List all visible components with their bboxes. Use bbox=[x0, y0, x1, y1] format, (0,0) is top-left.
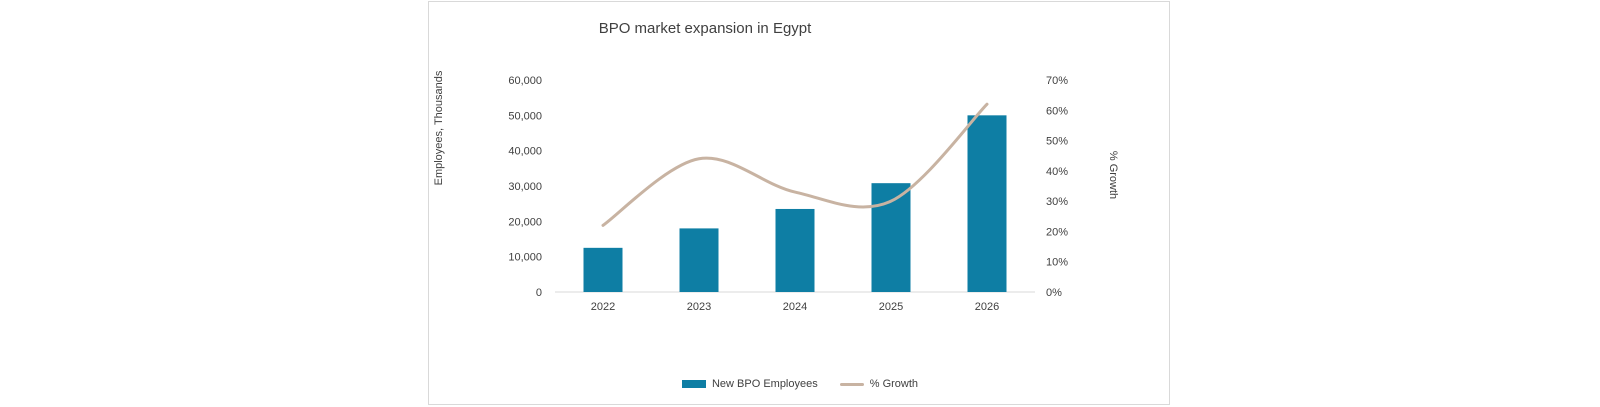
bar bbox=[775, 208, 815, 292]
x-tick-label: 2023 bbox=[687, 301, 711, 313]
y-tick-label: 60,000 bbox=[508, 75, 542, 87]
y2-tick-label: 60% bbox=[1046, 105, 1068, 117]
y-tick-label: 40,000 bbox=[508, 146, 542, 158]
y2-tick-label: 30% bbox=[1046, 196, 1068, 208]
y2-axis-label: % Growth bbox=[1107, 151, 1119, 199]
y-tick-label: 10,000 bbox=[508, 252, 542, 264]
x-tick-label: 2026 bbox=[975, 301, 999, 313]
y2-tick-label: 70% bbox=[1046, 75, 1068, 87]
y-tick-label: 20,000 bbox=[508, 216, 542, 228]
growth-line bbox=[601, 102, 989, 227]
legend-label-bars: New BPO Employees bbox=[711, 378, 818, 390]
y-tick-label: 30,000 bbox=[508, 181, 542, 193]
x-tick-label: 2025 bbox=[879, 301, 903, 313]
y2-tick-label: 50% bbox=[1046, 136, 1068, 148]
x-tick-label: 2024 bbox=[783, 301, 807, 313]
bar bbox=[679, 228, 719, 292]
bar bbox=[967, 115, 1007, 292]
x-tick-label: 2022 bbox=[591, 301, 615, 313]
axis-layer: 0 10,000 20,000 30,000 40,000 50,000 60,000 0% 1… bbox=[508, 75, 1068, 313]
legend-bar-swatch bbox=[681, 380, 706, 388]
legend-item-line: % Growth bbox=[839, 378, 919, 390]
legend-label-line: % Growth bbox=[869, 378, 919, 390]
y-tick-label: 50,000 bbox=[508, 110, 542, 122]
legend-line-swatch bbox=[839, 382, 864, 386]
y-axis-label: Employees, Thousands bbox=[433, 70, 445, 185]
y-tick-label: 0 bbox=[536, 287, 542, 299]
legend-item-bars: New BPO Employees bbox=[681, 378, 818, 390]
y2-tick-label: 0% bbox=[1046, 287, 1062, 299]
chart-title: BPO market expansion in Egypt bbox=[599, 20, 812, 37]
y2-tick-label: 10% bbox=[1046, 257, 1068, 269]
line-layer bbox=[601, 102, 989, 227]
chart-frame bbox=[428, 1, 1170, 405]
y2-tick-label: 40% bbox=[1046, 166, 1068, 178]
y2-tick-label: 20% bbox=[1046, 226, 1068, 238]
bar bbox=[583, 247, 623, 292]
bar-layer bbox=[583, 115, 1007, 292]
legend: New BPO Employees % Growth bbox=[0, 378, 1600, 390]
